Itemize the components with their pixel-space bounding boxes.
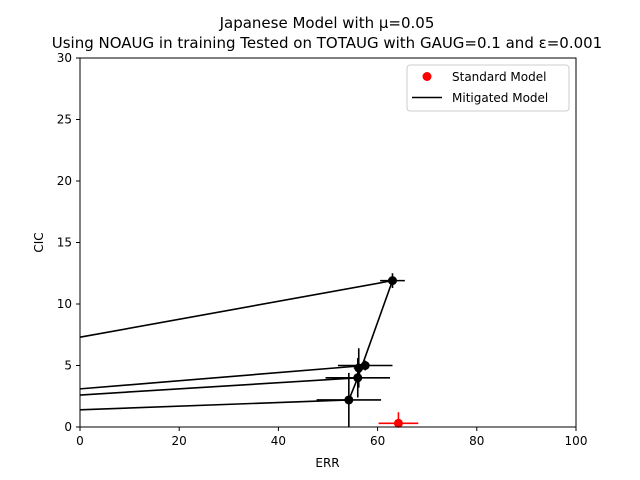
trend-line xyxy=(79,377,358,396)
legend-frame xyxy=(406,64,570,112)
x-axis-label: ERR xyxy=(315,456,339,470)
mitigated-point xyxy=(387,276,397,286)
y-tick-label: 0 xyxy=(64,420,72,434)
x-tick-label: 60 xyxy=(370,434,385,448)
mitigated-point xyxy=(344,395,354,405)
standard-point xyxy=(393,418,403,428)
legend-mitigated-label: Mitigated Model xyxy=(452,91,548,105)
x-tick-label: 0 xyxy=(76,434,84,448)
y-tick-label: 30 xyxy=(57,51,72,65)
chart-title: Japanese Model with μ=0.05 xyxy=(219,14,435,32)
x-tick-label: 20 xyxy=(172,434,187,448)
legend-standard-label: Standard Model xyxy=(452,70,546,84)
x-tick-label: 80 xyxy=(469,434,484,448)
trend-line xyxy=(79,279,393,338)
x-tick-label: 40 xyxy=(271,434,286,448)
plot-frame xyxy=(79,57,577,428)
mitigated-point xyxy=(353,373,363,383)
trend-line xyxy=(79,364,366,390)
chart-subtitle: Using NOAUG in training Tested on TOTAUG… xyxy=(52,34,602,52)
x-tick-label: 100 xyxy=(565,434,588,448)
y-tick-label: 25 xyxy=(57,113,72,127)
trend-line xyxy=(79,399,349,411)
axes: 0 20 40 60 80 100 0 5 10 15 20 25 30 xyxy=(57,51,588,448)
y-tick-label: 15 xyxy=(57,236,72,250)
y-tick-label: 10 xyxy=(57,297,72,311)
legend-standard-marker xyxy=(422,72,432,81)
y-tick-label: 5 xyxy=(64,359,72,373)
y-tick-label: 20 xyxy=(57,174,72,188)
plot-area xyxy=(79,273,419,428)
mitigated-point xyxy=(354,363,364,373)
legend: Standard Model Mitigated Model xyxy=(406,64,570,112)
y-axis-label: CIC xyxy=(32,232,46,252)
